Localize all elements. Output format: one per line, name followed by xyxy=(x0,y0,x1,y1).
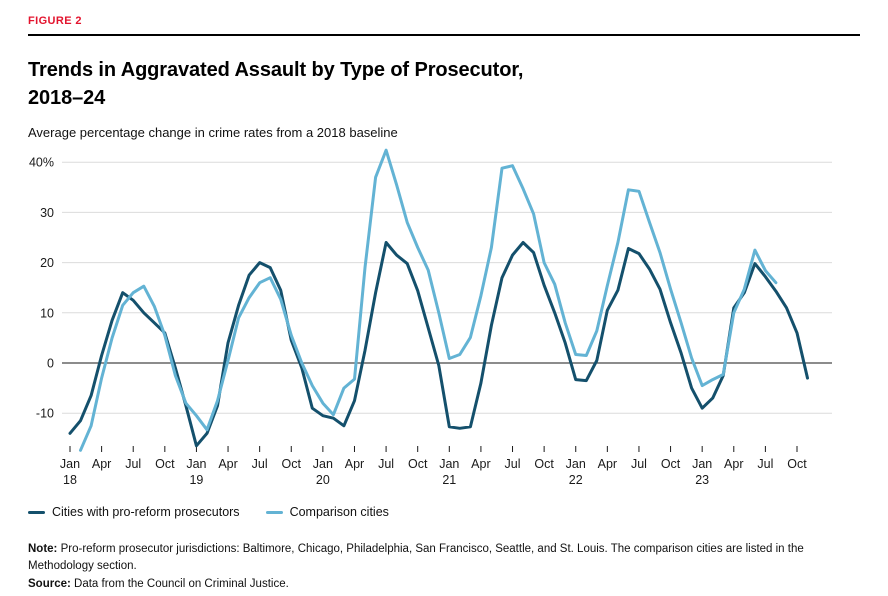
x-tick-month: Jan xyxy=(566,457,586,471)
legend-item-pro-reform: Cities with pro-reform prosecutors xyxy=(28,505,240,519)
legend-label-pro-reform: Cities with pro-reform prosecutors xyxy=(52,505,240,519)
x-tick-month: Jan xyxy=(692,457,712,471)
x-tick-month: Apr xyxy=(218,457,237,471)
trend-line-chart: 40% 30 20 10 0 -10 Jan 18 Apr Jul Oct Jan 19 Apr Jul Oc… xyxy=(29,148,832,487)
x-tick-month: Jul xyxy=(252,457,268,471)
x-tick-month: Oct xyxy=(282,457,302,471)
legend-label-comparison: Comparison cities xyxy=(289,505,389,519)
svg-text:-10: -10 xyxy=(36,407,54,421)
x-tick-month: Oct xyxy=(534,457,554,471)
note-text: Pro-reform prosecutor jurisdictions: Bal… xyxy=(28,543,804,573)
x-tick-month: Jan xyxy=(186,457,206,471)
series-line-pro-reform xyxy=(68,241,809,448)
x-tick-month: Jul xyxy=(505,457,521,471)
x-tick-month: Jan xyxy=(313,457,333,471)
x-tick-month: Apr xyxy=(345,457,364,471)
x-tick-month: Jul xyxy=(631,457,647,471)
x-tick-month: Jan xyxy=(439,457,459,471)
legend-swatch-pro-reform xyxy=(28,510,45,514)
note: Note: Pro-reform prosecutor jurisdiction… xyxy=(28,541,860,576)
svg-text:10: 10 xyxy=(40,306,54,320)
x-tick-year: 22 xyxy=(569,473,583,487)
legend-swatch-comparison xyxy=(265,510,283,514)
x-tick-month: Apr xyxy=(471,457,490,471)
source-text: Data from the Council on Criminal Justic… xyxy=(74,577,289,590)
x-axis: Jan 18 Apr Jul Oct Jan 19 Apr Jul Oct Jan 20 Apr Jul O… xyxy=(60,446,807,487)
x-tick-month: Apr xyxy=(724,457,743,471)
x-tick-month: Oct xyxy=(787,457,807,471)
source-label: Source: xyxy=(28,577,71,590)
legend-item-comparison: Comparison cities xyxy=(265,505,389,519)
source: Source: Data from the Council on Crimina… xyxy=(28,576,860,593)
header-rule xyxy=(28,34,860,36)
x-tick-month: Jul xyxy=(125,457,141,471)
x-tick-month: Apr xyxy=(598,457,617,471)
x-tick-month: Jul xyxy=(757,457,773,471)
note-label: Note: xyxy=(28,543,58,555)
svg-text:20: 20 xyxy=(40,256,54,270)
chart-title: Trends in Aggravated Assault by Type of … xyxy=(28,59,524,109)
x-tick-month: Oct xyxy=(155,457,175,471)
series-line-comparison xyxy=(79,148,778,452)
x-tick-month: Jan xyxy=(60,457,80,471)
x-tick-year: 23 xyxy=(695,473,709,487)
x-tick-year: 18 xyxy=(63,473,77,487)
x-tick-year: 21 xyxy=(442,473,456,487)
x-tick-month: Apr xyxy=(92,457,111,471)
chart-area: 40% 30 20 10 0 -10 Jan 18 Apr Jul Oct Jan 19 Apr Jul Oc… xyxy=(0,146,860,491)
x-tick-year: 19 xyxy=(189,473,203,487)
y-axis-labels: 40% 30 20 10 0 -10 xyxy=(29,156,54,421)
svg-text:40%: 40% xyxy=(29,156,54,170)
svg-text:30: 30 xyxy=(40,206,54,220)
svg-text:0: 0 xyxy=(47,357,54,371)
chart-legend: Cities with pro-reform prosecutors Compa… xyxy=(28,505,860,519)
x-tick-month: Oct xyxy=(408,457,428,471)
chart-subtitle: Average percentage change in crime rates… xyxy=(28,125,398,140)
x-tick-month: Jul xyxy=(378,457,394,471)
figure-label: FIGURE 2 xyxy=(28,15,82,27)
x-tick-year: 20 xyxy=(316,473,330,487)
x-tick-month: Oct xyxy=(661,457,681,471)
